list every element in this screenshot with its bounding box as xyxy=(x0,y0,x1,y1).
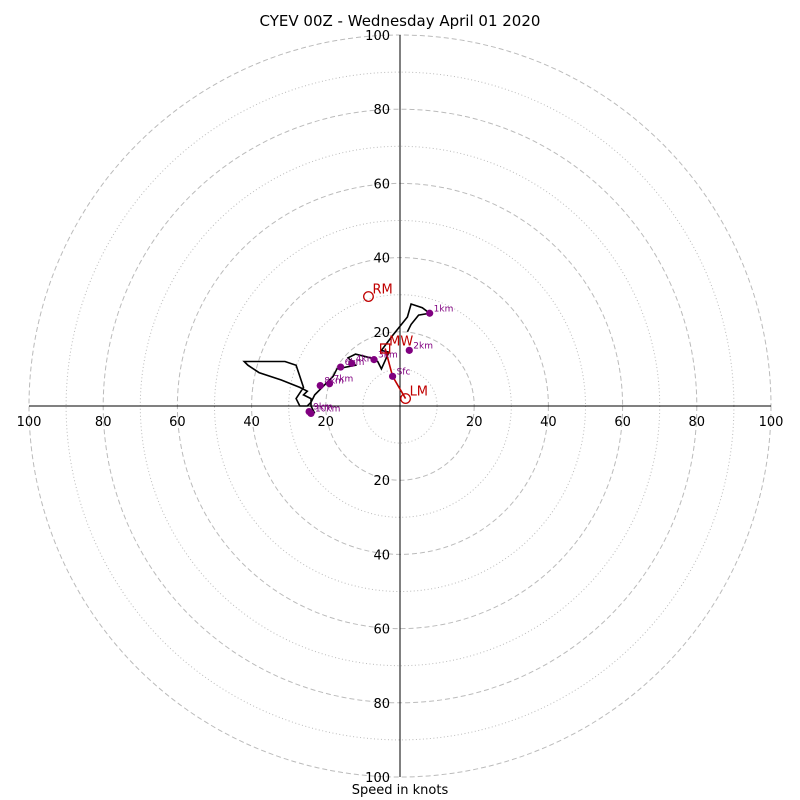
x-tick-pos-100: 100 xyxy=(759,415,784,430)
storm-marker-MW xyxy=(380,343,391,354)
x-tick-pos-60: 60 xyxy=(614,415,631,430)
storm-label-RM: RM xyxy=(372,283,392,298)
x-tick-pos-80: 80 xyxy=(689,415,706,430)
x-tick-pos-20: 20 xyxy=(466,415,483,430)
storm-label-LM: LM xyxy=(410,385,428,400)
y-tick-pos-100: 100 xyxy=(365,29,390,44)
height-point-4km xyxy=(348,359,356,367)
storm-marker-LM xyxy=(400,393,412,405)
y-tick-pos-60: 60 xyxy=(373,177,390,192)
height-point-6km xyxy=(337,363,345,371)
height-label-4km: 4km xyxy=(356,354,376,364)
hodograph-trace xyxy=(242,302,432,414)
height-point-10km xyxy=(307,409,315,418)
y-tick-neg-20: 20 xyxy=(373,474,390,489)
y-tick-neg-100: 100 xyxy=(365,771,390,786)
height-label-Sfc: Sfc xyxy=(397,367,411,377)
chart-title: CYEV 00Z - Wednesday April 01 2020 xyxy=(259,12,541,30)
x-tick-neg-100: 100 xyxy=(17,415,42,430)
y-tick-pos-80: 80 xyxy=(373,103,390,118)
y-tick-pos-20: 20 xyxy=(373,326,390,341)
height-label-1km: 1km xyxy=(434,304,454,314)
y-tick-neg-80: 80 xyxy=(373,697,390,712)
x-tick-neg-20: 20 xyxy=(318,415,335,430)
height-point-7km xyxy=(325,380,334,388)
shear-line-lm xyxy=(391,375,407,399)
height-label-8km: 8km xyxy=(324,377,344,387)
height-point-Sfc xyxy=(388,372,397,380)
y-tick-neg-40: 40 xyxy=(373,548,390,563)
y-tick-pos-40: 40 xyxy=(373,252,390,267)
height-point-1km xyxy=(426,309,434,317)
storm-marker-RM xyxy=(363,291,374,303)
height-point-3km xyxy=(370,356,378,364)
x-tick-neg-60: 60 xyxy=(169,415,186,430)
height-label-6km: 6km xyxy=(345,358,365,368)
height-point-2km xyxy=(405,346,413,354)
y-tick-neg-60: 60 xyxy=(373,623,390,638)
height-label-2km: 2km xyxy=(413,341,433,351)
height-label-10km: 10km xyxy=(315,404,340,414)
height-label-9km: 9km xyxy=(313,403,333,413)
height-label-3km: 3km xyxy=(378,351,398,361)
x-axis-label: Speed in knots xyxy=(351,783,449,798)
height-label-7km: 7km xyxy=(334,375,354,385)
x-tick-pos-40: 40 xyxy=(540,415,557,430)
height-point-8km xyxy=(316,381,324,390)
x-tick-neg-80: 80 xyxy=(95,415,112,430)
x-tick-neg-40: 40 xyxy=(243,415,260,430)
storm-label-MW: MW xyxy=(389,334,413,349)
